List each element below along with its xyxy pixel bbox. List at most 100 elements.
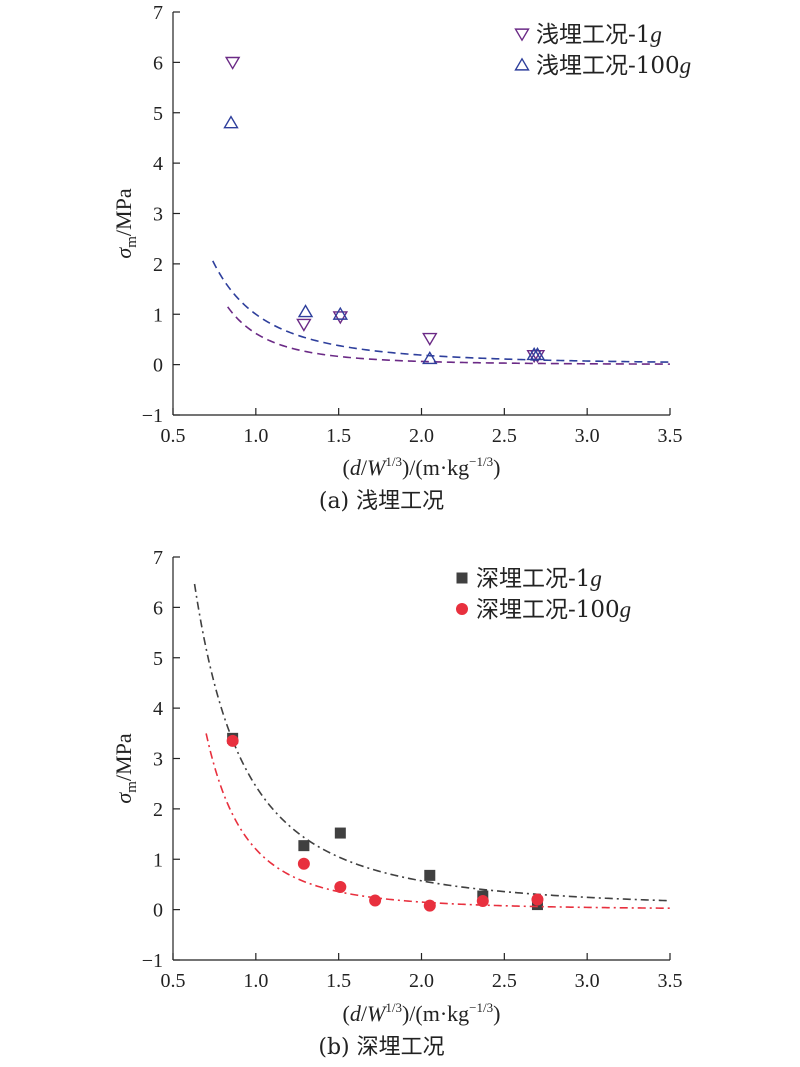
x-axis-label: (d/W1/3)/(m·kg−1/3) — [343, 454, 501, 480]
x-axis-label-part: ( — [343, 455, 350, 480]
x-axis-label-part: ) — [493, 1001, 500, 1026]
data-point — [223, 115, 239, 129]
legend-label-suffix: g — [650, 22, 662, 47]
y-tick-label: 7 — [153, 547, 163, 569]
y-tick-label: 4 — [153, 698, 163, 720]
y-axis-label-subscript: m — [124, 781, 140, 793]
data-point — [369, 894, 382, 907]
legend-label-name: 深埋工况-1 — [476, 566, 590, 592]
x-axis-label-part: ( — [343, 1001, 350, 1026]
panel-caption: (b) 深埋工况 — [318, 1035, 444, 1060]
data-point — [476, 895, 489, 908]
data-point — [334, 827, 346, 839]
y-axis-label: σm/MPa — [111, 733, 140, 803]
x-axis-label-part: / — [361, 455, 368, 480]
x-tick-label: 1.5 — [326, 425, 351, 447]
legend-label-suffix: g — [680, 53, 692, 78]
x-tick-label: 2.5 — [492, 425, 517, 447]
y-tick-label: 5 — [153, 648, 163, 670]
x-tick-label: 3.0 — [575, 425, 600, 447]
legend-label: 深埋工况-100g — [476, 597, 631, 623]
y-tick-label: 0 — [153, 355, 163, 377]
x-tick-label: 3.5 — [658, 425, 683, 447]
legend-label-suffix: g — [620, 597, 632, 622]
y-tick-label: 5 — [153, 103, 163, 125]
y-tick-label: 6 — [153, 52, 163, 74]
legend-entry: 深埋工况-1g — [456, 566, 602, 592]
x-axis-label-exponent: 1/3 — [385, 454, 402, 469]
data-point — [297, 304, 314, 318]
panel-caption: (a) 浅埋工况 — [319, 489, 444, 514]
legend-label: 深埋工况-1g — [476, 566, 602, 592]
legend-label: 浅埋工况-100g — [536, 53, 691, 79]
fit-curve — [193, 583, 670, 902]
data-point — [423, 899, 436, 912]
series-1 — [193, 583, 670, 911]
x-tick-label: 0.5 — [161, 425, 186, 447]
series-1 — [224, 56, 670, 365]
data-point — [531, 893, 544, 906]
y-axis-label: σm/MPa — [111, 188, 140, 258]
legend-entry: 深埋工况-100g — [456, 597, 631, 623]
data-point — [226, 734, 239, 747]
legend-label: 浅埋工况-1g — [536, 22, 662, 48]
y-axis-label-subscript: m — [124, 236, 140, 248]
x-axis-label-part: )/(m·kg — [402, 1001, 469, 1026]
x-tick-label: 2.0 — [409, 425, 434, 447]
fit-curve — [227, 306, 670, 365]
y-tick-label: 1 — [153, 304, 163, 326]
y-axis-label-unit: /MPa — [111, 188, 136, 236]
y-tick-label: 3 — [153, 749, 163, 771]
x-tick-label: 3.5 — [658, 970, 683, 992]
data-point — [298, 840, 310, 852]
data-point — [422, 351, 438, 365]
x-tick-label: 1.0 — [243, 970, 268, 992]
y-tick-label: 6 — [153, 597, 163, 619]
x-axis-label-part: d — [350, 1001, 362, 1026]
x-axis-label-exponent: 1/3 — [385, 1000, 402, 1015]
x-tick-label: 2.5 — [492, 970, 517, 992]
x-tick-label: 1.0 — [243, 425, 268, 447]
legend-label-name: 浅埋工况-100 — [536, 53, 680, 79]
x-axis-label-exponent: −1/3 — [469, 1000, 493, 1015]
x-tick-label: 3.0 — [575, 970, 600, 992]
y-tick-label: 2 — [153, 799, 163, 821]
x-axis-label-part: d — [350, 455, 362, 480]
x-tick-label: 2.0 — [409, 970, 434, 992]
legend-label-name: 浅埋工况-1 — [536, 22, 650, 48]
y-tick-label: −1 — [142, 950, 163, 972]
legend-label-name: 深埋工况-100 — [476, 597, 620, 623]
data-point — [296, 318, 312, 332]
x-tick-label: 1.5 — [326, 970, 351, 992]
data-point — [297, 857, 310, 870]
y-tick-label: 1 — [153, 849, 163, 871]
data-point — [334, 880, 347, 893]
legend-marker — [456, 572, 468, 584]
x-axis-label-part: W — [367, 1001, 387, 1026]
x-axis-label-part: W — [367, 455, 387, 480]
x-tick-label: 0.5 — [161, 970, 186, 992]
y-tick-label: 4 — [153, 153, 163, 175]
data-point — [224, 56, 241, 70]
y-tick-label: 0 — [153, 900, 163, 922]
y-tick-label: −1 — [142, 405, 163, 427]
x-axis-label-exponent: −1/3 — [469, 454, 493, 469]
y-axis-label-unit: /MPa — [111, 733, 136, 781]
legend-marker — [514, 28, 530, 42]
x-axis-label-part: )/(m·kg — [402, 455, 469, 480]
fit-curve — [212, 260, 670, 363]
legend-marker — [456, 603, 468, 615]
data-point — [422, 332, 438, 346]
legend-entry: 浅埋工况-100g — [514, 53, 691, 79]
data-point — [529, 346, 546, 361]
y-tick-label: 2 — [153, 254, 163, 276]
fit-curve — [205, 733, 670, 910]
data-point — [424, 869, 436, 881]
y-axis-label-symbol: σ — [111, 247, 136, 259]
x-axis-label-part: ) — [493, 455, 500, 480]
x-axis-label-part: / — [361, 1001, 368, 1026]
data-point — [332, 306, 349, 320]
legend-entry: 浅埋工况-1g — [514, 22, 662, 48]
